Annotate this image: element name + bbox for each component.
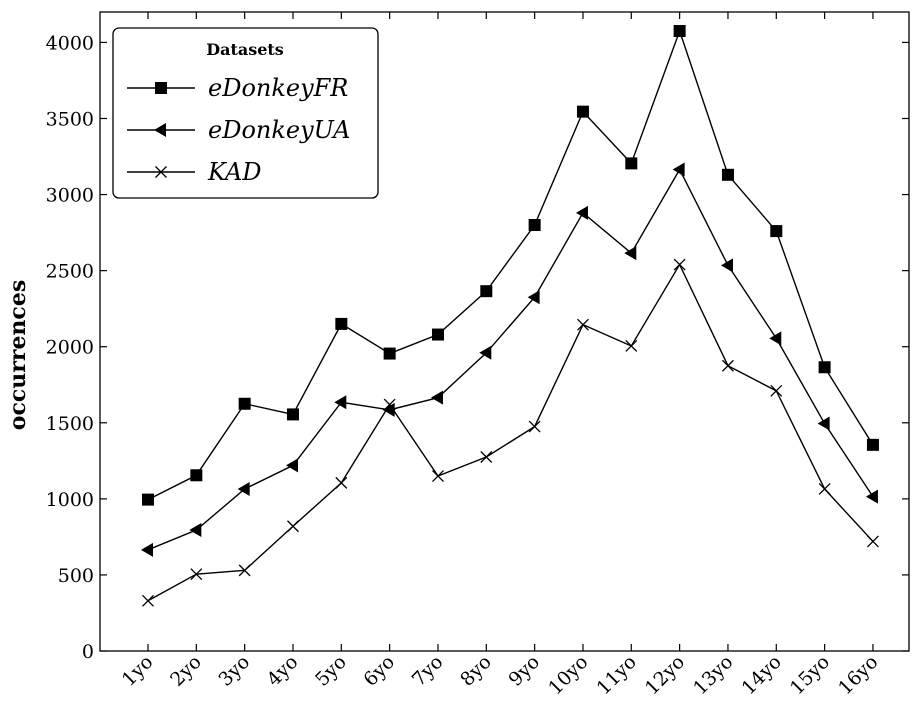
y-tick-label: 2000 bbox=[46, 337, 94, 359]
data-point-kad bbox=[480, 451, 493, 463]
x-tick-label: 15yo bbox=[786, 651, 834, 699]
data-point-edonkeyua bbox=[430, 390, 443, 405]
legend-marker-edonkeyfr bbox=[155, 82, 167, 94]
legend-marker-kad bbox=[155, 166, 167, 178]
x-tick-label: 9yo bbox=[504, 651, 544, 691]
data-point-edonkeyua bbox=[817, 416, 830, 431]
y-tick-label: 3500 bbox=[46, 109, 94, 131]
data-point-edonkeyfr bbox=[673, 25, 686, 38]
data-point-kad bbox=[673, 258, 686, 271]
data-point-edonkeyua bbox=[720, 258, 733, 273]
data-point-kad bbox=[528, 420, 541, 433]
data-point-kad bbox=[722, 359, 734, 372]
data-point-edonkeyua bbox=[527, 290, 540, 305]
data-point-edonkeyfr bbox=[625, 157, 638, 170]
y-tick-label: 2500 bbox=[46, 261, 94, 283]
x-tick-label: 13yo bbox=[689, 651, 737, 699]
x-tick-label: 6yo bbox=[359, 651, 399, 691]
data-point-edonkeyua bbox=[189, 523, 202, 538]
data-point-edonkeyfr bbox=[818, 361, 831, 374]
data-point-edonkeyfr bbox=[383, 347, 396, 360]
data-point-kad bbox=[190, 568, 203, 581]
legend-entry-edonkeyua: eDonkeyUA bbox=[127, 116, 350, 144]
data-point-edonkeyua bbox=[479, 345, 492, 360]
x-tick-label: 3yo bbox=[214, 651, 254, 691]
data-point-kad bbox=[238, 564, 251, 577]
legend-entry-kad: KAD bbox=[127, 158, 262, 186]
x-tick-label: 12yo bbox=[641, 651, 689, 699]
series-edonkeyfr bbox=[142, 25, 879, 506]
y-tick-label: 1000 bbox=[46, 489, 94, 511]
data-point-edonkeyua bbox=[769, 331, 782, 346]
legend-box bbox=[112, 27, 379, 199]
data-point-edonkeyfr bbox=[142, 493, 154, 506]
data-point-kad bbox=[866, 535, 879, 548]
legend-entry-edonkeyfr: eDonkeyFR bbox=[127, 74, 348, 102]
data-point-edonkeyua bbox=[237, 481, 250, 496]
data-point-edonkeyua bbox=[865, 489, 878, 504]
x-tick-label: 7yo bbox=[408, 651, 448, 691]
plot-area bbox=[141, 25, 879, 607]
x-tick-label: 16yo bbox=[834, 651, 882, 699]
legend: Datasets eDonkeyFR eDonkeyUA KAD bbox=[112, 27, 379, 199]
data-point-edonkeyfr bbox=[431, 328, 444, 341]
y-tick-label: 1500 bbox=[46, 413, 94, 435]
data-point-edonkeyfr bbox=[866, 438, 879, 451]
series-edonkeyua bbox=[141, 162, 878, 557]
data-point-kad bbox=[335, 476, 348, 489]
x-tick-label: 11yo bbox=[592, 651, 640, 699]
data-point-kad bbox=[287, 520, 299, 533]
legend-title: Datasets bbox=[206, 40, 284, 59]
y-axis-title: occurrences bbox=[5, 280, 31, 430]
data-point-edonkeyfr bbox=[480, 285, 493, 298]
x-tick-label: 10yo bbox=[544, 651, 592, 699]
legend-marker-edonkeyua bbox=[154, 123, 166, 137]
y-tick-label: 3000 bbox=[46, 185, 94, 207]
data-point-edonkeyfr bbox=[286, 408, 299, 421]
y-tick-label: 0 bbox=[82, 641, 94, 663]
y-tick-label: 500 bbox=[58, 565, 94, 587]
series-line-edonkeyfr bbox=[147, 28, 874, 501]
data-point-kad bbox=[577, 318, 589, 331]
data-point-edonkeyua bbox=[141, 542, 153, 557]
legend-label: eDonkeyUA bbox=[208, 116, 350, 144]
data-point-edonkeyfr bbox=[721, 168, 734, 181]
data-point-edonkeyua bbox=[334, 395, 347, 410]
data-point-kad bbox=[432, 470, 444, 482]
data-point-edonkeyfr bbox=[770, 225, 783, 238]
x-tick-label: 4yo bbox=[263, 651, 303, 691]
legend-label: eDonkeyFR bbox=[208, 74, 348, 102]
series-kad bbox=[142, 258, 879, 607]
x-tick-label: 1yo bbox=[118, 651, 158, 691]
data-point-edonkeyua bbox=[624, 246, 637, 261]
legend-label: KAD bbox=[207, 158, 262, 186]
x-tick-label: 8yo bbox=[456, 651, 496, 691]
plot-frame bbox=[99, 11, 910, 652]
x-tick-label: 14yo bbox=[737, 651, 785, 699]
y-tick-label: 4000 bbox=[46, 32, 94, 54]
series-line-edonkeyua bbox=[147, 167, 874, 551]
data-point-edonkeyfr bbox=[528, 219, 541, 231]
data-point-edonkeyfr bbox=[335, 317, 348, 330]
data-point-edonkeyua bbox=[672, 162, 685, 177]
x-tick-label: 5yo bbox=[311, 651, 351, 691]
data-point-kad bbox=[770, 384, 783, 397]
data-point-kad bbox=[383, 398, 396, 411]
data-point-edonkeyfr bbox=[238, 397, 251, 410]
data-point-edonkeyfr bbox=[190, 469, 203, 482]
data-point-edonkeyua bbox=[575, 205, 588, 220]
data-point-kad bbox=[142, 594, 154, 607]
data-point-kad bbox=[625, 339, 638, 352]
data-point-edonkeyua bbox=[285, 458, 298, 473]
series-line-kad bbox=[147, 263, 874, 602]
data-point-edonkeyfr bbox=[576, 105, 589, 118]
x-tick-label: 2yo bbox=[166, 651, 206, 691]
data-point-kad bbox=[818, 483, 831, 495]
